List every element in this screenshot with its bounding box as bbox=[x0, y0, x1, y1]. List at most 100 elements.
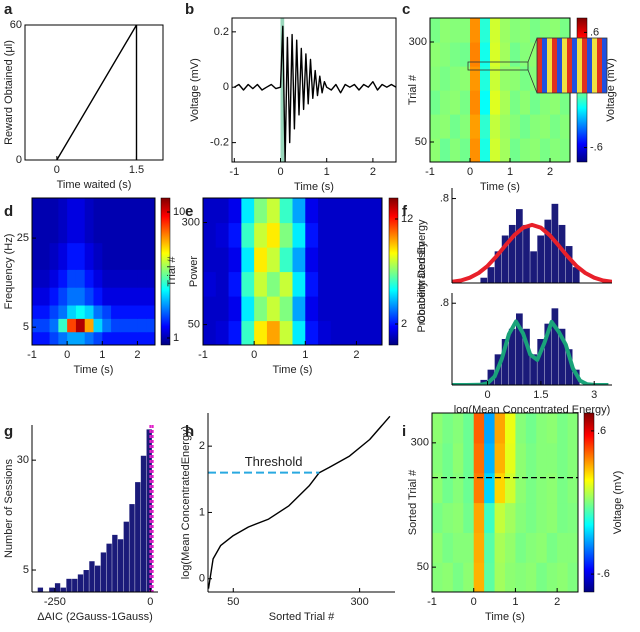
heat-cell bbox=[463, 413, 475, 444]
y-tick-label: 50 bbox=[417, 561, 429, 573]
heat-cell bbox=[343, 271, 358, 297]
x-tick-label: 0 bbox=[147, 596, 153, 608]
hist-bar bbox=[487, 267, 495, 283]
heat-cell bbox=[119, 287, 130, 306]
colorbar-tick-label: 10 bbox=[173, 206, 185, 218]
heat-cell bbox=[500, 90, 511, 115]
heat-cell bbox=[510, 42, 521, 67]
heat-cell bbox=[460, 18, 471, 43]
heat-cell bbox=[292, 247, 306, 273]
heat-cell bbox=[515, 472, 527, 504]
x-axis-label: Time (s) bbox=[294, 181, 334, 193]
heat-cell bbox=[279, 198, 294, 224]
heat-cell bbox=[432, 413, 444, 444]
heat-cell bbox=[119, 269, 130, 288]
heat-cell bbox=[137, 198, 147, 244]
y-axis-label: Probability Density bbox=[416, 241, 428, 333]
heat-cell bbox=[432, 502, 444, 533]
heat-cell bbox=[58, 318, 68, 333]
hist-bar bbox=[523, 224, 530, 283]
colorbar-label: Voltage (mV) bbox=[605, 58, 617, 122]
y-tick-label: 300 bbox=[409, 36, 427, 48]
y-axis-label: Sorted Trial # bbox=[407, 469, 419, 535]
panel-letter: b bbox=[185, 1, 194, 18]
x-tick-label: -1 bbox=[229, 166, 239, 178]
colorbar bbox=[388, 197, 399, 346]
heat-cell bbox=[330, 222, 345, 248]
heat-cell bbox=[369, 247, 382, 273]
heat-cell bbox=[460, 42, 471, 67]
heat-cell bbox=[567, 532, 578, 563]
heat-cell bbox=[473, 562, 485, 592]
heat-cell bbox=[75, 287, 86, 306]
heat-cell bbox=[515, 413, 527, 444]
heat-cell bbox=[460, 90, 471, 115]
hist-bar bbox=[54, 583, 61, 592]
colorbar-tick-label: 2 bbox=[401, 318, 407, 330]
heat-cell bbox=[146, 331, 155, 345]
heat-cell bbox=[490, 90, 501, 115]
panel-letter: i bbox=[402, 423, 406, 440]
heat-cell bbox=[241, 296, 255, 322]
heat-cell bbox=[40, 318, 51, 333]
heat-cell bbox=[241, 271, 255, 297]
heat-cell bbox=[560, 114, 570, 139]
panel-letter: g bbox=[4, 423, 13, 440]
heat-cell bbox=[254, 296, 268, 322]
axes-frame bbox=[202, 197, 383, 346]
heat-cell bbox=[146, 318, 155, 333]
y-axis-label: Number of Sessions bbox=[3, 458, 15, 558]
data-line bbox=[233, 25, 396, 162]
heat-cell bbox=[567, 472, 578, 504]
heat-cell bbox=[343, 296, 358, 322]
hist-bar bbox=[551, 308, 559, 385]
x-axis-label: Time (s) bbox=[485, 611, 525, 623]
heat-cell bbox=[203, 271, 217, 297]
heat-cell bbox=[84, 331, 95, 345]
plot-area bbox=[203, 198, 382, 345]
heat-cell bbox=[266, 222, 281, 248]
heat-cell bbox=[557, 472, 569, 504]
heat-cell bbox=[536, 413, 548, 444]
x-tick-label: 2 bbox=[547, 166, 553, 178]
heat-cell bbox=[494, 532, 506, 563]
heat-cell bbox=[525, 442, 537, 474]
heat-cell bbox=[93, 331, 103, 345]
heat-cell bbox=[515, 442, 527, 474]
y-tick-label: 50 bbox=[415, 136, 427, 148]
heat-cell bbox=[490, 66, 501, 91]
axes-frame bbox=[31, 197, 156, 346]
heat-cell bbox=[567, 413, 578, 444]
heat-cell bbox=[557, 442, 569, 474]
heat-cell bbox=[137, 331, 147, 345]
x-tick-label: 2 bbox=[370, 166, 376, 178]
x-axis-label: Time (s) bbox=[74, 364, 114, 376]
heat-cell bbox=[241, 320, 255, 345]
hist-bar bbox=[508, 224, 516, 283]
x-tick-label: -1 bbox=[198, 349, 208, 361]
heat-cell bbox=[40, 304, 51, 319]
heat-cell bbox=[500, 138, 511, 162]
heat-cell bbox=[266, 271, 281, 297]
heat-cell bbox=[530, 90, 541, 115]
heat-cell bbox=[40, 242, 51, 270]
plot-area bbox=[452, 308, 609, 385]
hist-bar bbox=[89, 561, 95, 592]
heat-cell bbox=[452, 532, 464, 563]
heat-cell bbox=[540, 90, 551, 115]
heat-cell bbox=[75, 198, 86, 244]
heat-cell bbox=[292, 222, 306, 248]
heat-cell bbox=[494, 442, 506, 474]
heat-cell bbox=[137, 242, 147, 270]
y-tick-label: 2 bbox=[199, 440, 205, 452]
inset-stripe bbox=[562, 38, 567, 93]
heat-cell bbox=[93, 242, 103, 270]
heat-cell bbox=[530, 138, 541, 162]
heat-cell bbox=[137, 269, 147, 288]
x-tick-label: 2 bbox=[353, 349, 359, 361]
heat-cell bbox=[520, 90, 531, 115]
heat-cell bbox=[146, 198, 155, 244]
hist-bar bbox=[49, 587, 55, 592]
hist-bar bbox=[565, 349, 573, 385]
axes-frame bbox=[24, 24, 164, 161]
